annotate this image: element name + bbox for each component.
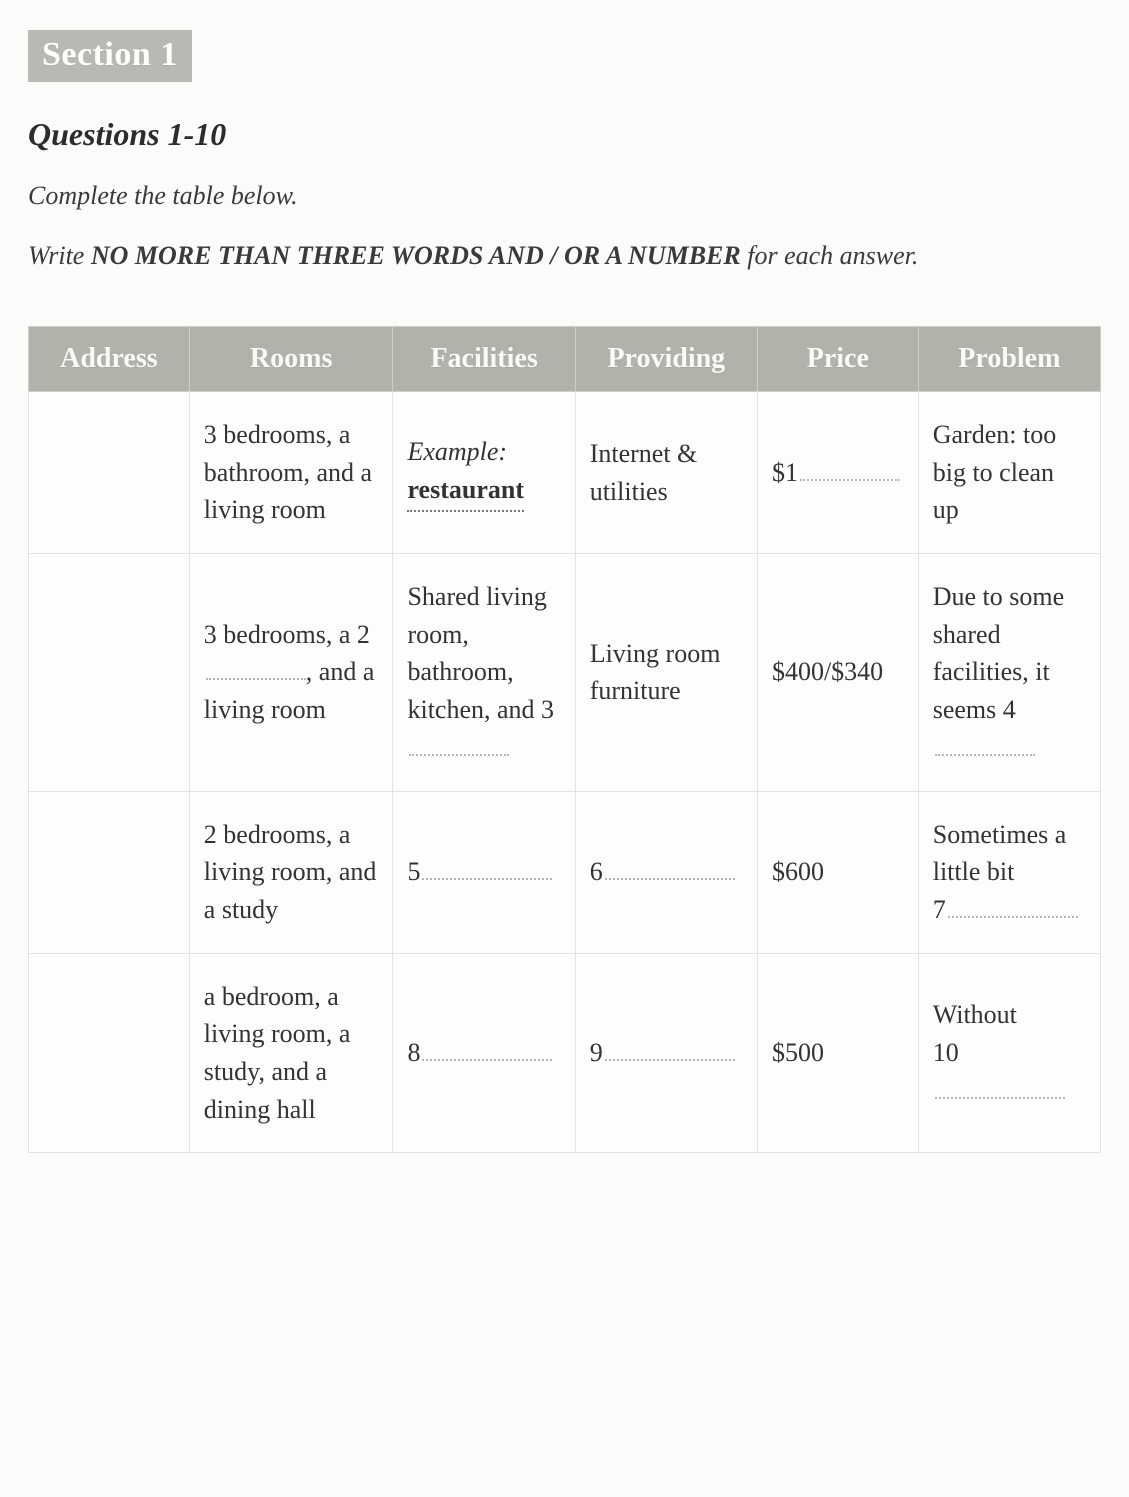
table-row: 2 bedrooms, a living room, and a study 5…: [29, 791, 1101, 953]
cell-providing: 6: [575, 791, 757, 953]
answer-blank-9[interactable]: [605, 1043, 735, 1061]
table-row: 3 bedrooms, a 2, and a living room Share…: [29, 554, 1101, 791]
example-label: Example:: [407, 437, 507, 466]
cell-price: $1: [757, 392, 918, 554]
cell-price: $600: [757, 791, 918, 953]
rooms-pre: 3 bedrooms, a: [204, 620, 357, 649]
instruction-line-2: Write NO MORE THAN THREE WORDS AND / OR …: [28, 241, 1101, 271]
cell-problem: Due to some shared facilities, it seems …: [918, 554, 1100, 791]
col-facilities: Facilities: [393, 327, 575, 392]
cell-providing: Living room furniture: [575, 554, 757, 791]
cell-problem: Without 10: [918, 953, 1100, 1153]
cell-providing: 9: [575, 953, 757, 1153]
facilities-pre: Shared living room, bathroom, kitchen, a…: [407, 582, 546, 724]
col-address: Address: [29, 327, 190, 392]
answer-blank-8[interactable]: [422, 1043, 552, 1061]
col-providing: Providing: [575, 327, 757, 392]
worksheet-page: Section 1 Questions 1-10 Complete the ta…: [0, 0, 1129, 1497]
answer-blank-4[interactable]: [935, 738, 1035, 756]
blank-number: 4: [1003, 695, 1016, 724]
cell-problem: Garden: too big to clean up: [918, 392, 1100, 554]
cell-address: [29, 392, 190, 554]
blank-number: 6: [590, 857, 603, 886]
answer-table: Address Rooms Facilities Providing Price…: [28, 326, 1101, 1153]
problem-pre: Sometimes a little bit: [933, 820, 1067, 887]
answer-blank-6[interactable]: [605, 862, 735, 880]
answer-blank-2[interactable]: [206, 662, 306, 680]
blank-number: 10: [933, 1038, 959, 1067]
col-problem: Problem: [918, 327, 1100, 392]
cell-rooms: 2 bedrooms, a living room, and a study: [189, 791, 393, 953]
price-prefix: $: [772, 458, 785, 487]
example-answer: restaurant: [407, 471, 524, 512]
answer-blank-1[interactable]: [800, 463, 900, 481]
cell-facilities: Example: restaurant: [393, 392, 575, 554]
cell-rooms: 3 bedrooms, a bathroom, and a living roo…: [189, 392, 393, 554]
col-price: Price: [757, 327, 918, 392]
answer-blank-10[interactable]: [935, 1081, 1065, 1099]
cell-providing: Internet & utilities: [575, 392, 757, 554]
cell-address: [29, 791, 190, 953]
instruction-bold: NO MORE THAN THREE WORDS AND / OR A NUMB…: [91, 241, 741, 270]
blank-number: 3: [541, 695, 554, 724]
table-header-row: Address Rooms Facilities Providing Price…: [29, 327, 1101, 392]
answer-blank-7[interactable]: [948, 900, 1078, 918]
cell-facilities: Shared living room, bathroom, kitchen, a…: [393, 554, 575, 791]
blank-number: 7: [933, 895, 946, 924]
section-badge: Section 1: [28, 30, 192, 82]
answer-blank-5[interactable]: [422, 862, 552, 880]
cell-rooms: a bedroom, a living room, a study, and a…: [189, 953, 393, 1153]
cell-rooms: 3 bedrooms, a 2, and a living room: [189, 554, 393, 791]
table-row: a bedroom, a living room, a study, and a…: [29, 953, 1101, 1153]
questions-heading: Questions 1-10: [28, 116, 1101, 153]
cell-facilities: 8: [393, 953, 575, 1153]
blank-number: 1: [785, 458, 798, 487]
blank-number: 2: [357, 620, 370, 649]
answer-blank-3[interactable]: [409, 738, 509, 756]
cell-address: [29, 953, 190, 1153]
problem-pre: Without: [933, 1000, 1017, 1029]
table-row: 3 bedrooms, a bathroom, and a living roo…: [29, 392, 1101, 554]
cell-address: [29, 554, 190, 791]
cell-problem: Sometimes a little bit 7: [918, 791, 1100, 953]
problem-pre: Due to some shared facilities, it seems: [933, 582, 1064, 724]
col-rooms: Rooms: [189, 327, 393, 392]
instruction-suffix: for each answer.: [741, 241, 919, 270]
cell-price: $400/$340: [757, 554, 918, 791]
cell-facilities: 5: [393, 791, 575, 953]
instruction-prefix: Write: [28, 241, 91, 270]
cell-price: $500: [757, 953, 918, 1153]
blank-number: 9: [590, 1038, 603, 1067]
instruction-line-1: Complete the table below.: [28, 181, 1101, 211]
blank-number: 8: [407, 1038, 420, 1067]
blank-number: 5: [407, 857, 420, 886]
